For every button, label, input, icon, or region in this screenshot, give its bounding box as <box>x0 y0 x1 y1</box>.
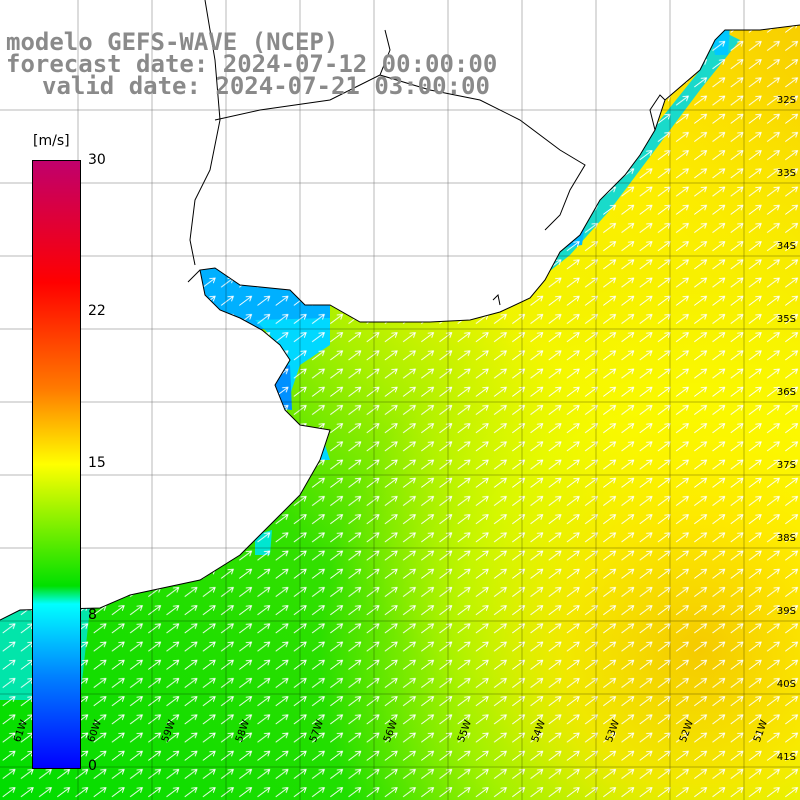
lat-label-32s: 32S <box>776 95 796 106</box>
valid-date: valid date: 2024-07-21 03:00:00 <box>42 72 490 100</box>
lat-label-40s: 40S <box>776 679 796 690</box>
lat-label-41s: 41S <box>776 752 796 763</box>
colorbar-label-0: 0 <box>88 758 97 774</box>
lat-label-33s: 33S <box>776 168 796 179</box>
lat-label-37s: 37S <box>776 460 796 471</box>
lat-label-38s: 38S <box>776 533 796 544</box>
colorbar <box>32 160 81 769</box>
colorbar-label-30: 30 <box>88 152 106 168</box>
colorbar-label-15: 15 <box>88 455 106 471</box>
lat-label-39s: 39S <box>776 606 796 617</box>
lat-label-36s: 36S <box>776 387 796 398</box>
colorbar-label-8: 8 <box>88 607 97 623</box>
model-title: modelo GEFS-WAVE (NCEP) <box>6 28 339 56</box>
colorbar-label-22: 22 <box>88 303 106 319</box>
colorbar-unit: [m/s] <box>33 133 70 149</box>
forecast-date: forecast date: 2024-07-12 00:00:00 <box>6 50 498 78</box>
lat-label-35s: 35S <box>776 314 796 325</box>
coastline <box>0 0 800 621</box>
lat-label-34s: 34S <box>776 241 796 252</box>
